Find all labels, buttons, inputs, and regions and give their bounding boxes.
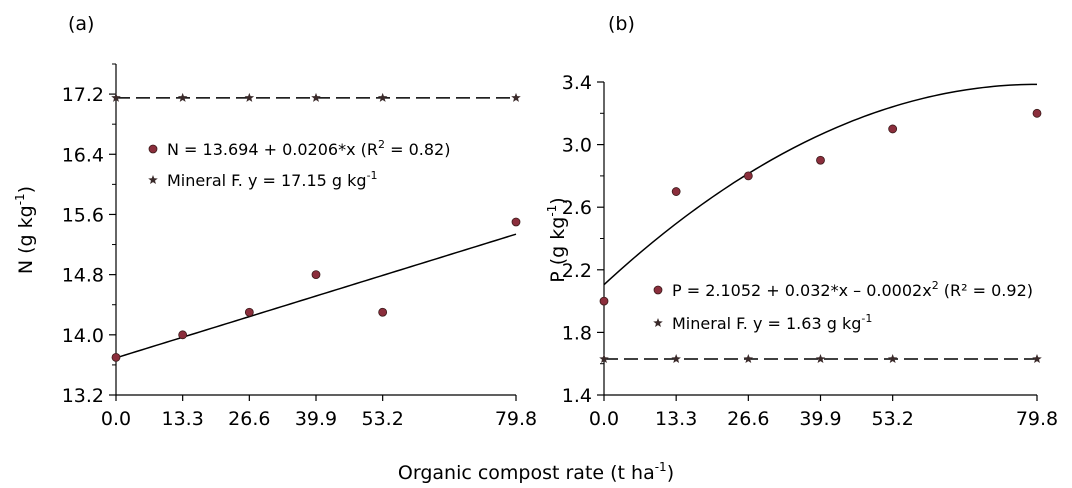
x-tick-label: 39.9 — [799, 408, 841, 430]
data-point-star — [177, 92, 188, 102]
data-point — [743, 171, 753, 181]
x-tick-label: 26.6 — [727, 408, 769, 430]
panel-b: (b) 1.4 1.8 2.2 2.6 3.0 3.4 0.0 13.3 26.6 39.9 53.2… — [545, 13, 1058, 430]
y-tick-label: 3.4 — [562, 72, 592, 94]
y-tick-label: 2.6 — [562, 197, 592, 219]
legend-label: Mineral F. y = 17.15 g kg-1 — [167, 169, 378, 190]
y-tick-label: 14.0 — [62, 325, 104, 347]
data-point-star — [311, 92, 321, 102]
x-tick-label: 0.0 — [589, 408, 619, 430]
legend-label: N = 13.694 + 0.0206*x (R2 = 0.82) — [167, 138, 450, 159]
x-tick-label: 53.2 — [872, 408, 914, 430]
legend-marker-star — [148, 175, 158, 185]
data-point — [816, 155, 825, 165]
y-tick-label: 17.2 — [62, 84, 104, 106]
legend-marker-star — [653, 318, 663, 328]
data-point — [888, 124, 898, 134]
y-tick-label: 1.8 — [562, 322, 592, 344]
data-point-star — [671, 354, 681, 364]
x-tick-label: 26.6 — [228, 408, 270, 430]
data-point — [1032, 108, 1042, 118]
panel-a: (a) 13.2 14.0 14.8 15.6 16.4 17.2 0.0 13.3 26.6 39… — [13, 13, 537, 430]
data-point — [311, 270, 321, 280]
data-point — [599, 296, 609, 306]
data-point — [244, 307, 254, 317]
data-point — [178, 330, 188, 340]
x-tick-label: 39.9 — [295, 408, 337, 430]
fit-line — [603, 83, 1038, 286]
x-tick-label: 13.3 — [162, 408, 204, 430]
legend-label: P = 2.1052 + 0.032*x – 0.0002x2 (R² = 0.… — [672, 279, 1033, 300]
data-point-star — [244, 92, 255, 102]
y-tick-label: 15.6 — [62, 204, 104, 226]
data-point-star — [815, 354, 826, 364]
data-point-star — [599, 354, 609, 364]
y-tick-label: 1.4 — [562, 385, 592, 407]
data-point — [511, 217, 521, 227]
data-point — [111, 352, 121, 362]
y-axis-title: N (g kg-1) — [13, 186, 37, 274]
data-point — [378, 307, 388, 317]
y-tick-label: 13.2 — [62, 385, 104, 407]
panel-label: (b) — [608, 13, 635, 35]
data-point-star — [111, 92, 121, 102]
x-tick-label: 79.8 — [1016, 408, 1058, 430]
panel-label: (a) — [68, 13, 94, 35]
data-point-star — [887, 354, 898, 364]
x-tick-label: 13.3 — [655, 408, 697, 430]
data-point-star — [743, 354, 754, 364]
legend-marker — [653, 285, 663, 295]
legend-label: Mineral F. y = 1.63 g kg-1 — [672, 312, 872, 333]
data-point-star — [377, 92, 388, 102]
y-tick-label: 14.8 — [62, 265, 104, 287]
x-tick-label: 79.8 — [495, 408, 537, 430]
legend-marker — [148, 144, 158, 154]
data-point-star — [1032, 354, 1042, 364]
data-point — [671, 187, 681, 196]
y-tick-label: 3.0 — [562, 135, 592, 157]
y-axis-title: P (g kg-1) — [545, 197, 569, 282]
data-point-star — [511, 92, 521, 102]
fit-line — [115, 233, 517, 359]
y-tick-label: 2.2 — [562, 260, 592, 282]
x-axis-title: Organic compost rate (t ha-1) — [398, 460, 674, 484]
x-tick-label: 53.2 — [362, 408, 404, 430]
x-tick-label: 0.0 — [101, 408, 131, 430]
y-tick-label: 16.4 — [62, 144, 104, 166]
